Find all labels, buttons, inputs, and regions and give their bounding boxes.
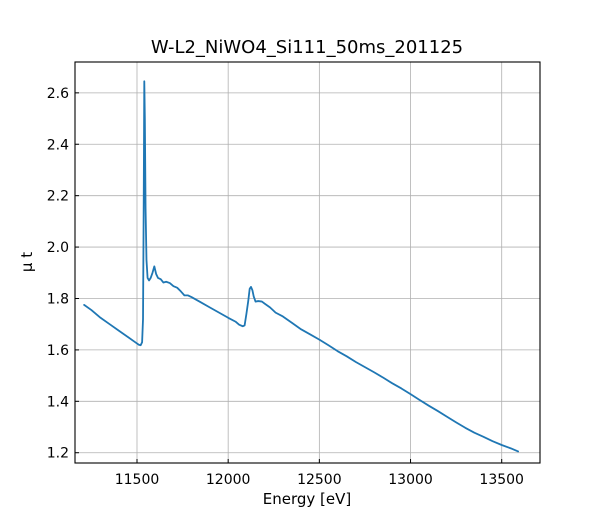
chart-title: W-L2_NiWO4_Si111_50ms_201125: [151, 37, 463, 58]
y-tick-label: 1.8: [47, 291, 69, 307]
x-tick-label: 11500: [115, 472, 160, 488]
y-gridlines: [75, 92, 540, 454]
plot-frame: [74, 61, 541, 464]
x-gridlines: [136, 62, 503, 463]
x-tick-label: 12500: [297, 472, 342, 488]
series-layer: [83, 80, 520, 453]
y-tick-label: 2.2: [47, 189, 69, 205]
y-tick-label: 2.4: [47, 137, 69, 153]
x-axis-ticks: 11500 12000 12500 13000 13500: [115, 459, 524, 488]
y-tick-label: 2.0: [47, 240, 69, 256]
y-axis-label: μ t: [18, 252, 36, 272]
y-tick-label: 1.2: [47, 446, 69, 462]
y-tick-label: 1.6: [47, 343, 69, 359]
y-axis-ticks: 1.2 1.4 1.6 1.8 2.0 2.2 2.4 2.6: [47, 86, 79, 462]
y-tick-label: 1.4: [47, 394, 69, 410]
y-tick-label: 2.6: [47, 86, 69, 102]
x-axis-label: Energy [eV]: [263, 490, 351, 508]
x-tick-label: 12000: [206, 472, 251, 488]
x-tick-label: 13500: [479, 472, 524, 488]
x-tick-label: 13000: [388, 472, 433, 488]
series-line: [83, 80, 520, 453]
